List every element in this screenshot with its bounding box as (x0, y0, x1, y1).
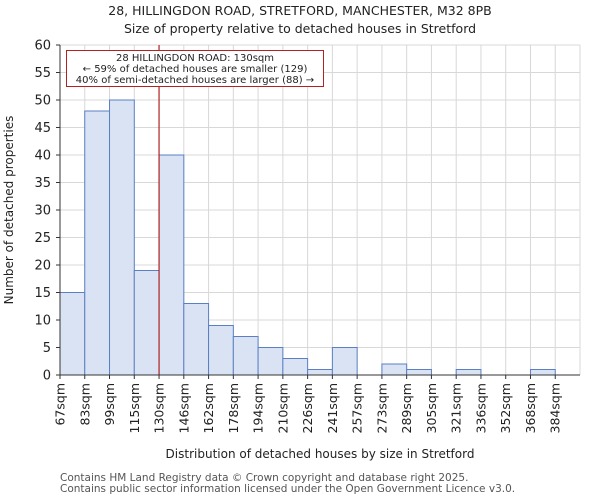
histogram-bar (183, 303, 210, 376)
y-tick-label: 40 (34, 149, 51, 164)
histogram-bar (406, 369, 432, 376)
y-tick-label: 20 (34, 259, 51, 274)
histogram-bar (232, 336, 259, 376)
x-tick-label: 336sqm (473, 383, 488, 433)
x-tick-label: 289sqm (399, 383, 414, 433)
y-axis-label: Number of detached properties (2, 116, 16, 305)
x-tick-label: 210sqm (275, 383, 290, 433)
histogram-bar (529, 369, 556, 376)
x-tick-label: 194sqm (251, 383, 266, 433)
y-tick-label: 30 (34, 204, 51, 219)
bars (59, 99, 556, 376)
x-tick-label: 257sqm (350, 383, 365, 433)
histogram-bar (381, 363, 408, 376)
x-tick-label: 99sqm (102, 383, 117, 426)
axes: 0 5 10 15 20 25 30 35 40 45 50 55 60 67sqm 83sqm 99sqm 1… (34, 39, 580, 433)
histogram-bar (59, 292, 86, 376)
x-tick-label: 67sqm (53, 383, 68, 426)
y-tick-label: 25 (34, 231, 51, 246)
x-tick-label: 83sqm (77, 383, 92, 426)
chart-subtitle: Size of property relative to detached ho… (123, 21, 477, 36)
x-tick-label: 241sqm (325, 383, 340, 433)
y-tick-label: 5 (43, 341, 51, 356)
x-tick-label: 305sqm (424, 383, 439, 433)
histogram-bar (109, 99, 135, 376)
x-tick-label: 178sqm (226, 383, 241, 433)
histogram-bar (307, 369, 333, 376)
y-tick-label: 0 (43, 369, 51, 384)
grid-lines (59, 44, 581, 376)
chart-title-address: 28, HILLINGDON ROAD, STRETFORD, MANCHEST… (108, 3, 492, 18)
histogram-bar (158, 154, 185, 376)
x-axis-label: Distribution of detached houses by size … (166, 447, 475, 461)
y-tick-label: 60 (34, 39, 51, 54)
x-tick-label: 130sqm (152, 383, 167, 433)
annotation-smaller: ← 59% of detached houses are smaller (12… (82, 64, 308, 75)
x-tick-label: 352sqm (498, 383, 513, 433)
x-tick-label: 273sqm (374, 383, 389, 433)
histogram-bar (84, 110, 111, 376)
footer-licence: Contains public sector information licen… (60, 483, 516, 495)
y-tick-label: 15 (34, 286, 51, 301)
annotation-title: 28 HILLINGDON ROAD: 130sqm (115, 53, 275, 64)
histogram-bar (282, 358, 309, 376)
footer-copyright: Contains HM Land Registry data © Crown c… (60, 472, 469, 484)
y-tick-label: 45 (34, 121, 51, 136)
y-tick-label: 55 (34, 66, 51, 81)
x-tick-label: 162sqm (201, 383, 216, 433)
histogram-bar (133, 270, 160, 376)
y-tick-label: 10 (34, 314, 51, 329)
x-tick-label: 321sqm (449, 383, 464, 433)
y-tick-label: 50 (34, 94, 51, 109)
histogram-bar (208, 325, 234, 376)
x-tick-label: 146sqm (176, 383, 191, 433)
x-tick-label: 115sqm (127, 383, 142, 433)
histogram-bar (331, 347, 358, 376)
annotation-box: 28 HILLINGDON ROAD: 130sqm ← 59% of deta… (66, 50, 324, 87)
x-tick-label: 384sqm (548, 383, 563, 433)
histogram-bar (455, 369, 482, 376)
x-tick-label: 368sqm (523, 383, 538, 433)
histogram-bar (257, 347, 284, 376)
annotation-larger: 40% of semi-detached houses are larger (… (75, 75, 315, 86)
y-tick-label: 35 (34, 176, 51, 191)
x-tick-label: 226sqm (300, 383, 315, 433)
